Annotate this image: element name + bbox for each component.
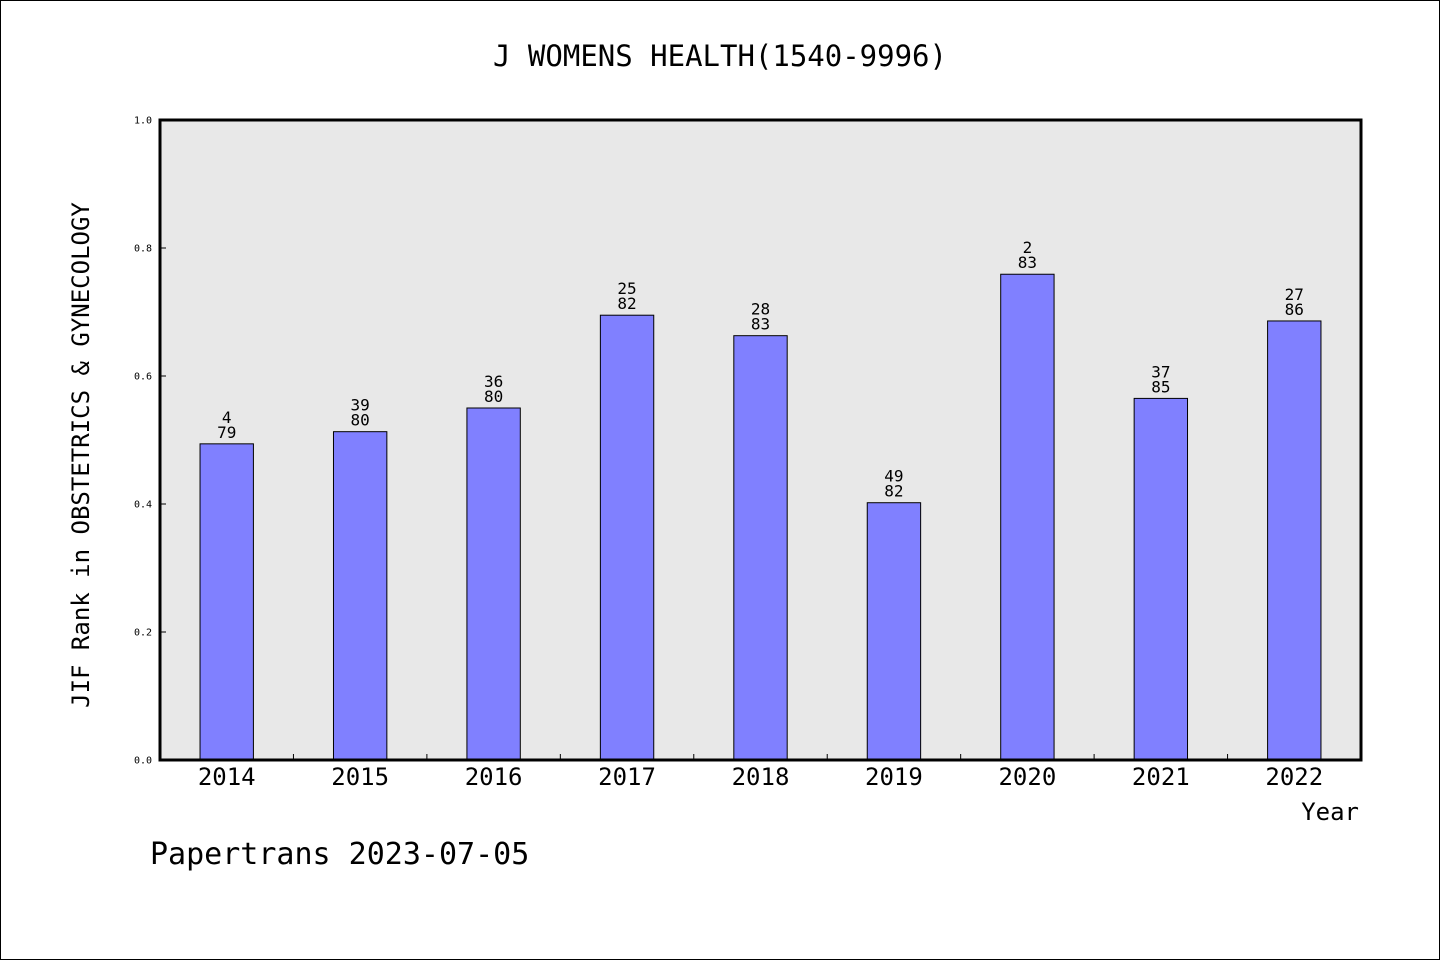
y-tick-label: 0.6 [134, 372, 152, 383]
x-axis-label: Year [1301, 798, 1359, 826]
bar-label-rank: 36 [484, 372, 503, 391]
bar-label-rank: 39 [351, 396, 370, 415]
bar-label-total: 86 [1285, 300, 1304, 319]
bar-label-rank: 25 [617, 279, 636, 298]
bar-2015 [332, 431, 388, 761]
bar-label-total: 80 [351, 411, 370, 430]
bar-2016 [466, 407, 521, 761]
x-tick-label: 2016 [465, 763, 523, 791]
x-tick-label: 2022 [1265, 763, 1323, 791]
y-tick-label: 0.8 [134, 244, 152, 255]
footer-source: Papertrans 2023-07-05 [150, 837, 529, 872]
y-tick-label: 0.2 [134, 628, 152, 639]
bar-label-rank: 49 [884, 467, 903, 486]
plot-border [158, 118, 1363, 762]
bar-label-total: 82 [884, 482, 903, 501]
bars-group [199, 273, 1322, 761]
x-tick-label: 2014 [198, 763, 256, 791]
y-axis-label: JIF Rank in OBSTETRICS & GYNECOLOGY [67, 202, 95, 708]
bar-label-rank: 37 [1151, 362, 1170, 381]
bar-label-rank: 2 [1023, 238, 1033, 257]
bar-label-total: 79 [217, 423, 236, 442]
bar-label-total: 82 [617, 294, 636, 313]
y-tick-label: 0.4 [134, 500, 152, 511]
bar-label-rank: 4 [222, 408, 232, 427]
y-tick-label: 1.0 [134, 116, 152, 127]
bar-label-rank: 27 [1285, 285, 1304, 304]
x-tick-label: 2018 [732, 763, 790, 791]
bar-2022 [1267, 320, 1322, 761]
bar-label-total: 80 [484, 387, 503, 406]
bar-label-total: 83 [751, 315, 770, 334]
bar-label-total: 85 [1151, 377, 1170, 396]
chart-title: J WOMENS HEALTH(1540-9996) [493, 39, 947, 73]
bar-label-total: 83 [1018, 253, 1037, 272]
x-tick-label: 2019 [865, 763, 923, 791]
bar-label-rank: 28 [751, 300, 770, 319]
bar-2019 [866, 502, 922, 761]
bar-2018 [733, 335, 788, 761]
x-tick-label: 2020 [998, 763, 1056, 791]
y-tick-label: 0.0 [134, 756, 152, 767]
bar-2014 [199, 443, 254, 761]
x-axis-ticks: 2014 2015 2016 2017 2018 2019 2020 2021 2022 [198, 754, 1323, 791]
bar-2017 [599, 314, 655, 761]
x-tick-label: 2017 [598, 763, 656, 791]
x-tick-label: 2021 [1132, 763, 1190, 791]
bar-2020 [1000, 273, 1055, 761]
x-tick-label: 2015 [331, 763, 389, 791]
bar-2021 [1133, 397, 1189, 761]
